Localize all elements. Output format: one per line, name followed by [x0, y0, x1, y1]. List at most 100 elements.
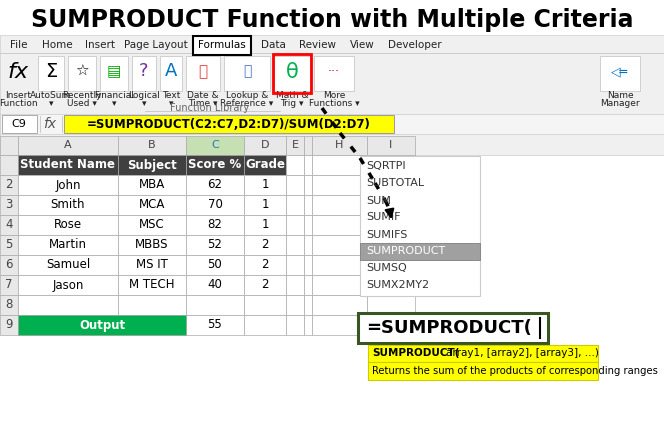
Text: Insert: Insert [5, 91, 31, 101]
FancyBboxPatch shape [0, 295, 18, 315]
FancyBboxPatch shape [244, 195, 286, 215]
Text: 1: 1 [261, 218, 269, 232]
FancyBboxPatch shape [132, 56, 156, 91]
FancyBboxPatch shape [304, 215, 312, 235]
FancyBboxPatch shape [18, 275, 118, 295]
FancyBboxPatch shape [368, 345, 598, 362]
FancyBboxPatch shape [186, 215, 244, 235]
Text: View: View [350, 40, 374, 50]
FancyBboxPatch shape [304, 315, 312, 335]
Text: MCA: MCA [139, 198, 165, 212]
FancyBboxPatch shape [0, 215, 18, 235]
Text: Jason: Jason [52, 278, 84, 291]
FancyBboxPatch shape [118, 195, 186, 215]
Text: 82: 82 [208, 218, 222, 232]
FancyBboxPatch shape [186, 295, 244, 315]
FancyBboxPatch shape [367, 315, 415, 335]
Text: SUMSQ: SUMSQ [366, 264, 407, 274]
Text: fx: fx [43, 117, 56, 131]
Text: 9: 9 [5, 319, 13, 332]
Text: 6: 6 [5, 259, 13, 271]
Text: ▾: ▾ [141, 100, 146, 108]
Text: Trig ▾: Trig ▾ [280, 100, 303, 108]
FancyBboxPatch shape [0, 175, 18, 195]
FancyBboxPatch shape [186, 136, 244, 155]
Text: Smith: Smith [50, 198, 85, 212]
Text: ▾: ▾ [112, 100, 116, 108]
FancyBboxPatch shape [18, 315, 118, 335]
FancyBboxPatch shape [186, 56, 220, 91]
FancyBboxPatch shape [0, 136, 18, 155]
FancyBboxPatch shape [18, 136, 118, 155]
FancyBboxPatch shape [304, 295, 312, 315]
FancyBboxPatch shape [0, 315, 18, 335]
FancyBboxPatch shape [304, 255, 312, 275]
Text: A: A [165, 62, 177, 80]
FancyBboxPatch shape [0, 114, 664, 134]
FancyBboxPatch shape [360, 243, 480, 260]
Text: C: C [211, 141, 219, 150]
FancyBboxPatch shape [312, 255, 367, 275]
FancyBboxPatch shape [358, 313, 548, 343]
FancyBboxPatch shape [312, 295, 367, 315]
Text: Returns the sum of the products of corresponding ranges: Returns the sum of the products of corre… [372, 366, 658, 376]
Text: Page Layout: Page Layout [124, 40, 188, 50]
FancyBboxPatch shape [304, 155, 312, 175]
FancyBboxPatch shape [286, 175, 304, 195]
Text: MS IT: MS IT [136, 259, 168, 271]
FancyBboxPatch shape [118, 315, 186, 335]
Text: Function: Function [0, 100, 37, 108]
Text: SUBTOTAL: SUBTOTAL [366, 178, 424, 188]
Text: E: E [291, 141, 299, 150]
Text: ⏱: ⏱ [199, 64, 208, 79]
FancyBboxPatch shape [186, 275, 244, 295]
Text: 70: 70 [208, 198, 222, 212]
FancyBboxPatch shape [286, 136, 304, 155]
Text: B: B [148, 141, 156, 150]
FancyBboxPatch shape [274, 56, 310, 91]
Text: array1, [array2], [array3], ...): array1, [array2], [array3], ...) [446, 348, 599, 358]
FancyBboxPatch shape [244, 235, 286, 255]
Text: ☆: ☆ [75, 64, 89, 79]
Text: SUMPRODUCT: SUMPRODUCT [366, 246, 446, 257]
Text: D: D [261, 141, 269, 150]
FancyBboxPatch shape [0, 255, 18, 275]
FancyBboxPatch shape [244, 255, 286, 275]
Text: 52: 52 [208, 239, 222, 252]
Text: Lookup &: Lookup & [226, 91, 268, 101]
FancyBboxPatch shape [186, 155, 244, 175]
FancyBboxPatch shape [118, 215, 186, 235]
FancyBboxPatch shape [18, 155, 118, 175]
Text: ▾: ▾ [169, 100, 173, 108]
FancyBboxPatch shape [160, 56, 182, 91]
Text: A: A [64, 141, 72, 150]
FancyBboxPatch shape [312, 215, 367, 235]
Text: Rose: Rose [54, 218, 82, 232]
FancyBboxPatch shape [312, 155, 367, 175]
FancyBboxPatch shape [286, 315, 304, 335]
FancyBboxPatch shape [118, 136, 186, 155]
FancyBboxPatch shape [100, 56, 128, 91]
FancyBboxPatch shape [0, 155, 18, 175]
FancyBboxPatch shape [244, 315, 286, 335]
Text: SQRTPI: SQRTPI [366, 162, 406, 171]
Text: Logical: Logical [128, 91, 160, 101]
FancyBboxPatch shape [18, 175, 118, 195]
Text: Score %: Score % [189, 159, 242, 171]
Text: ▾: ▾ [48, 100, 53, 108]
Text: 50: 50 [208, 259, 222, 271]
Text: Grade: Grade [245, 159, 285, 171]
Text: ···: ··· [328, 65, 340, 78]
Text: 🔍: 🔍 [243, 65, 251, 79]
FancyBboxPatch shape [193, 36, 251, 55]
FancyBboxPatch shape [304, 275, 312, 295]
FancyBboxPatch shape [244, 155, 286, 175]
FancyBboxPatch shape [304, 136, 312, 155]
Text: 3: 3 [5, 198, 13, 212]
FancyBboxPatch shape [286, 235, 304, 255]
Text: Home: Home [42, 40, 72, 50]
FancyBboxPatch shape [367, 195, 415, 215]
Text: SUMPRODUCT Function with Multiple Criteria: SUMPRODUCT Function with Multiple Criter… [31, 8, 633, 32]
FancyBboxPatch shape [286, 215, 304, 235]
FancyBboxPatch shape [286, 155, 304, 175]
